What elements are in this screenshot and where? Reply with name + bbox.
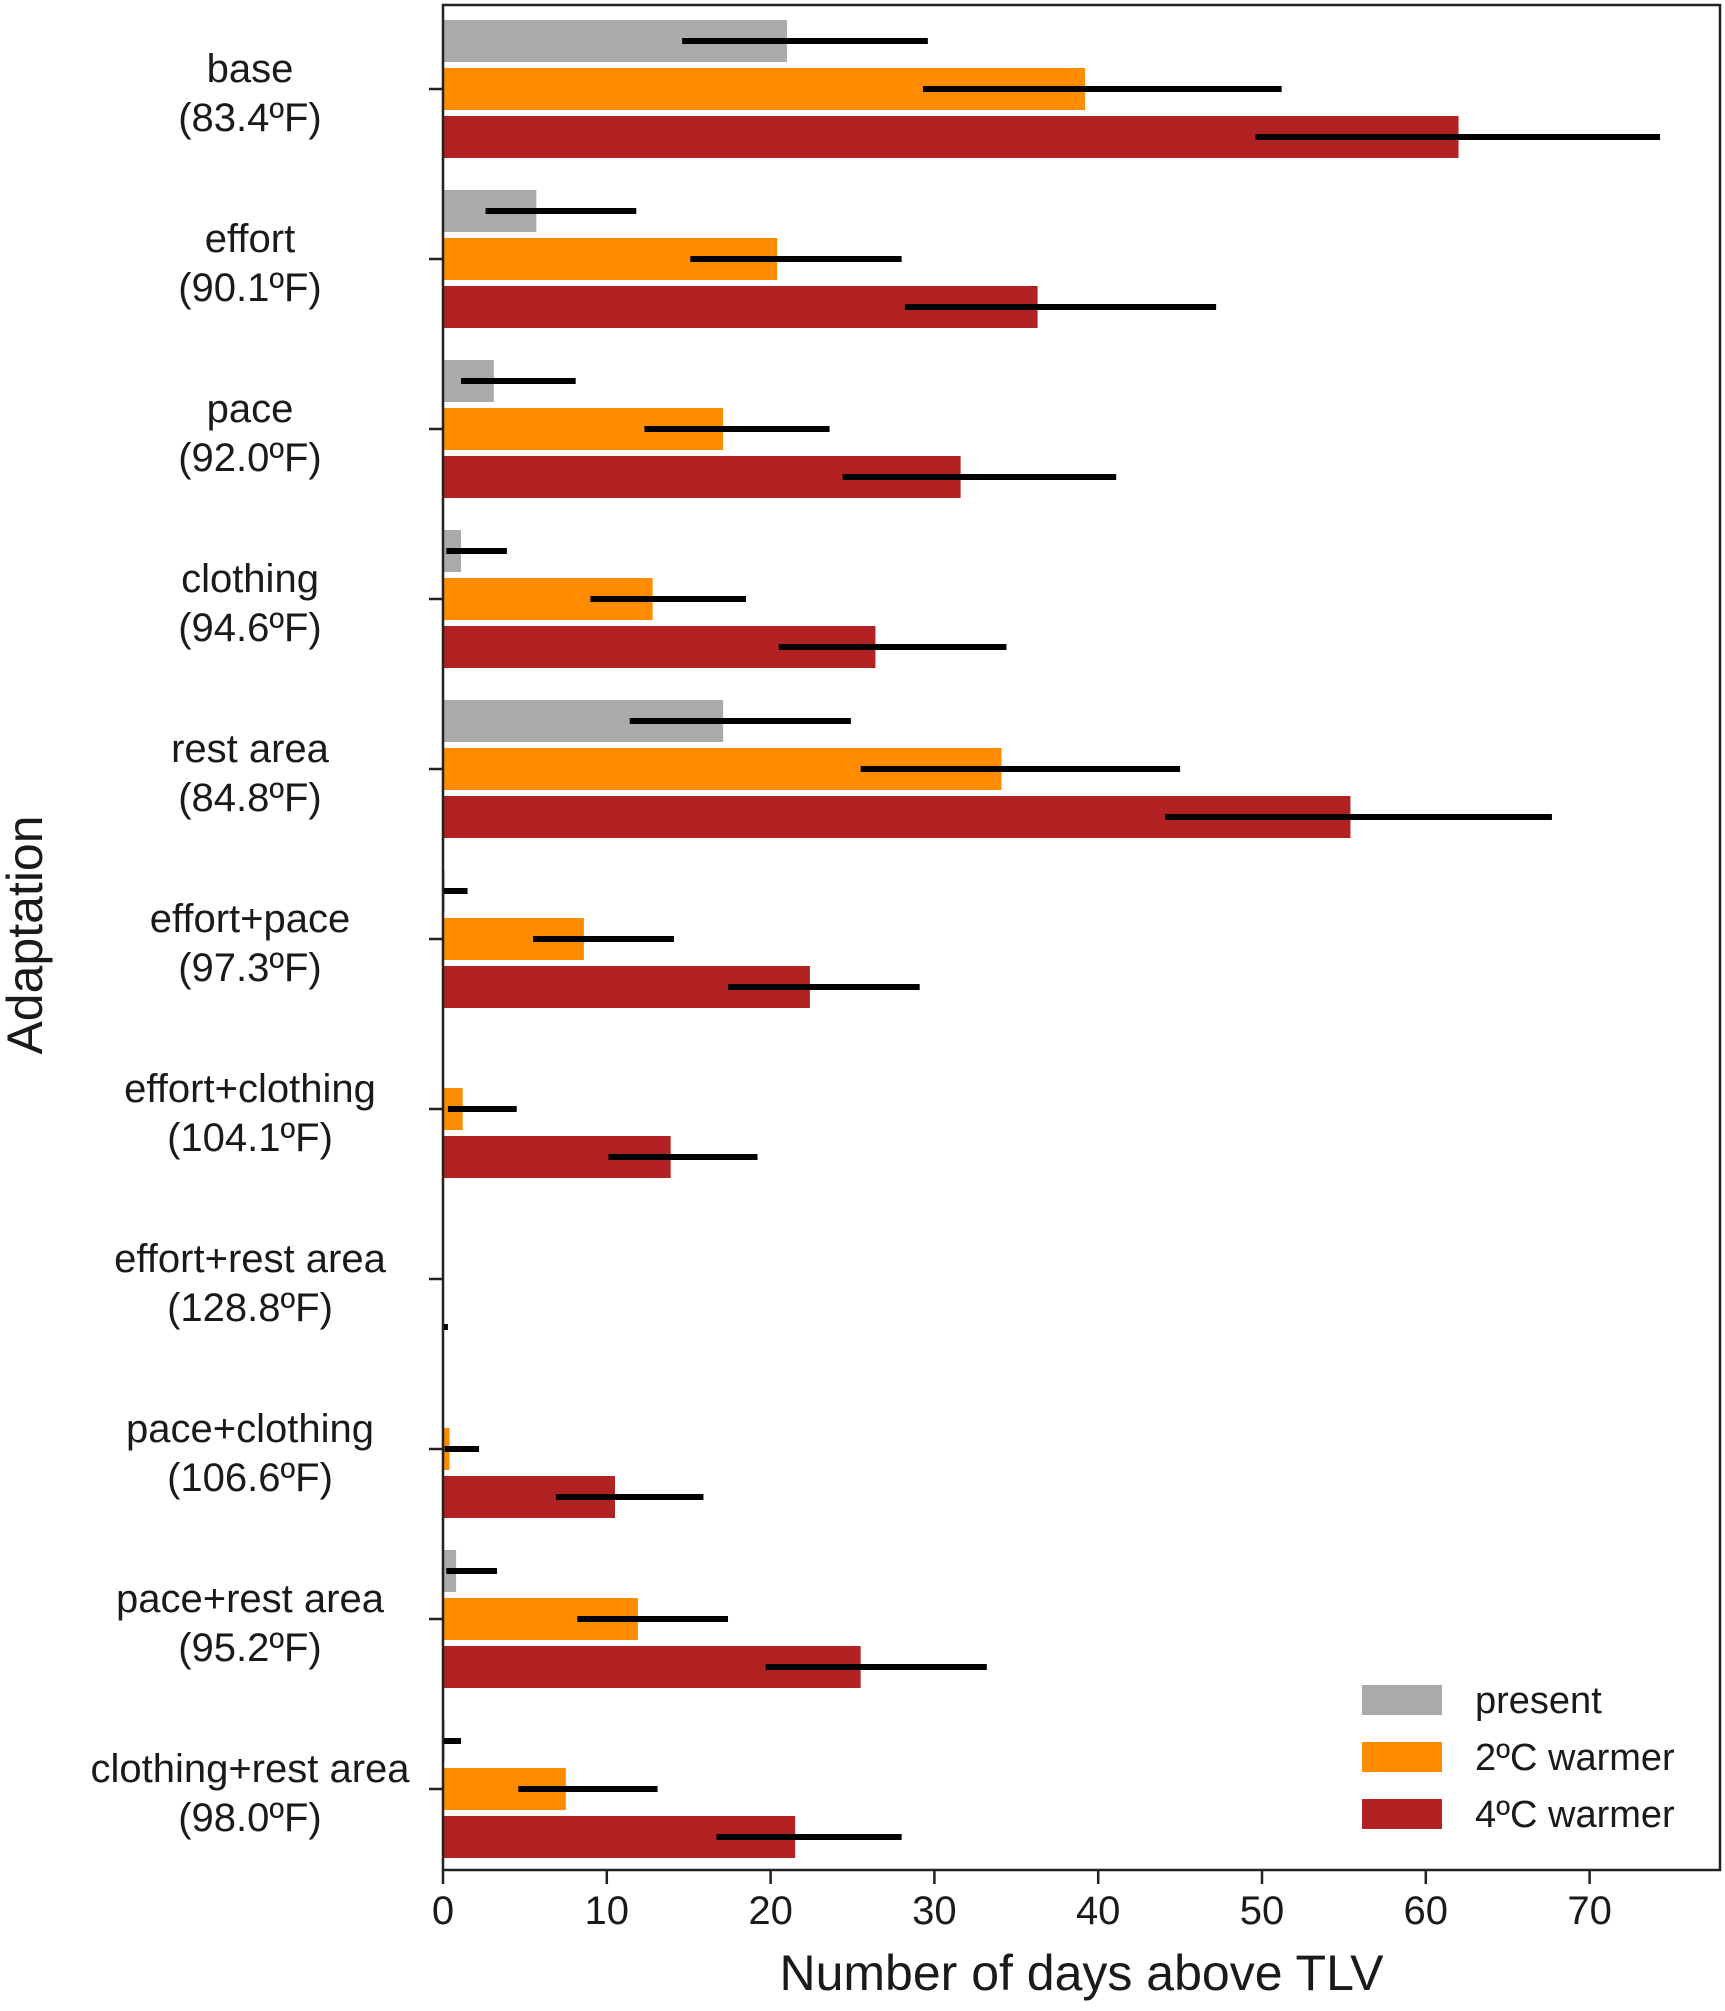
x-tick-label: 70 xyxy=(1567,1889,1612,1933)
category-label: effort+pace xyxy=(150,897,351,941)
category-temp-label: (97.3ºF) xyxy=(178,946,322,990)
category-label: clothing xyxy=(181,557,319,601)
legend-swatch xyxy=(1362,1685,1442,1715)
category-label: effort+rest area xyxy=(114,1237,386,1281)
legend-swatch xyxy=(1362,1799,1442,1829)
x-tick-label: 40 xyxy=(1076,1889,1121,1933)
category-temp-label: (104.1ºF) xyxy=(167,1116,333,1160)
category-temp-label: (83.4ºF) xyxy=(178,96,322,140)
category-temp-label: (90.1ºF) xyxy=(178,266,322,310)
x-axis-label: Number of days above TLV xyxy=(779,1945,1384,2001)
x-tick-label: 60 xyxy=(1404,1889,1449,1933)
category-temp-label: (106.6ºF) xyxy=(167,1456,333,1500)
y-axis-label: Adaptation xyxy=(0,815,53,1054)
x-tick-label: 20 xyxy=(748,1889,793,1933)
category-label: pace xyxy=(207,387,294,431)
category-label: pace+clothing xyxy=(126,1407,374,1451)
category-label: clothing+rest area xyxy=(90,1747,410,1791)
legend-label: 2ºC warmer xyxy=(1475,1737,1675,1779)
legend: present 2ºC warmer 4ºC warmer xyxy=(1362,1680,1675,1836)
category-temp-label: (84.8ºF) xyxy=(178,776,322,820)
legend-label: 4ºC warmer xyxy=(1475,1794,1675,1836)
category-label: effort xyxy=(205,217,295,261)
bars-layer xyxy=(443,20,1459,1858)
x-tick-label: 50 xyxy=(1240,1889,1285,1933)
legend-swatch xyxy=(1362,1742,1442,1772)
category-temp-label: (128.8ºF) xyxy=(167,1286,333,1330)
category-label: base xyxy=(207,47,294,91)
category-temp-label: (94.6ºF) xyxy=(178,606,322,650)
category-label: pace+rest area xyxy=(116,1577,385,1621)
category-label: rest area xyxy=(171,727,330,771)
plot-frame xyxy=(441,3,1722,1872)
error-bars-layer xyxy=(443,38,1661,1840)
category-temp-label: (92.0ºF) xyxy=(178,436,322,480)
y-axis-ticks: base (83.4ºF) effort (90.1ºF) pace (92.0ºF) cl… xyxy=(90,47,443,1840)
x-tick-label: 10 xyxy=(585,1889,630,1933)
x-tick-label: 0 xyxy=(432,1889,454,1933)
legend-label: present xyxy=(1475,1680,1602,1722)
category-label: effort+clothing xyxy=(124,1067,376,1111)
x-axis-ticks: 0 10 20 30 40 50 60 70 xyxy=(432,1870,1612,1933)
category-temp-label: (95.2ºF) xyxy=(178,1626,322,1670)
x-tick-label: 30 xyxy=(912,1889,957,1933)
category-temp-label: (98.0ºF) xyxy=(178,1796,322,1840)
